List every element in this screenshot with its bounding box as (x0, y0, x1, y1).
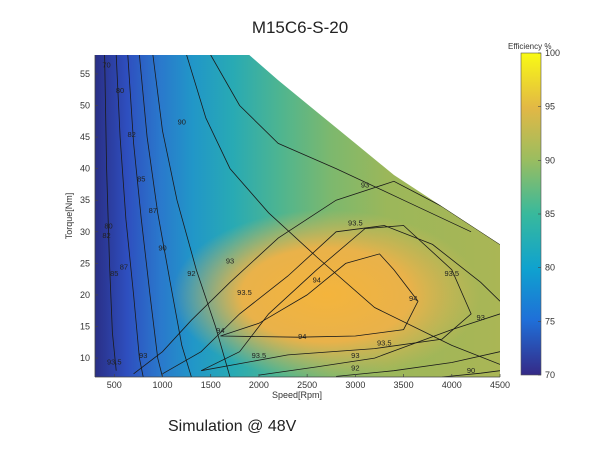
contour-line (133, 180, 500, 375)
contour-line (115, 55, 144, 377)
y-tick-label: 40 (80, 164, 90, 174)
colorbar-tick-label: 85 (545, 209, 555, 219)
x-tick-label: 2500 (297, 380, 317, 390)
contour-label: 93 (139, 351, 147, 360)
x-tick-label: 4000 (442, 380, 462, 390)
x-tick-label: 4500 (490, 380, 510, 390)
x-tick-label: 500 (107, 380, 122, 390)
y-tick-label: 35 (80, 195, 90, 205)
y-tick-label: 30 (80, 227, 90, 237)
contour-label: 93.5 (252, 351, 267, 360)
y-tick-label: 50 (80, 101, 90, 111)
contour-line (127, 55, 163, 377)
colorbar-tick-label: 75 (545, 316, 555, 326)
contour-label: 93.5 (237, 288, 252, 297)
contour-line (220, 253, 419, 338)
contour-label: 87 (120, 263, 128, 272)
contour-label: 93 (361, 181, 369, 190)
contour-line (210, 55, 472, 233)
y-tick-label: 20 (80, 290, 90, 300)
colorbar-tick-label: 80 (545, 263, 555, 273)
y-tick-label: 25 (80, 258, 90, 268)
contour-label: 93 (226, 256, 234, 265)
contour-label: 94 (216, 326, 224, 335)
contour-label: 93.5 (107, 357, 122, 366)
contour-line (139, 55, 192, 377)
contour-line (186, 55, 500, 365)
x-tick-label: 2000 (249, 380, 269, 390)
x-tick-label: 3500 (394, 380, 414, 390)
contour-label: 92 (187, 269, 195, 278)
contour-label: 93.5 (444, 269, 459, 278)
contour-label: 93 (477, 313, 485, 322)
contour-label: 93.5 (377, 338, 392, 347)
contour-label: 70 (102, 61, 110, 70)
contour-line (162, 225, 500, 375)
contour-line (104, 55, 117, 371)
x-axis-label: Speed[Rpm] (272, 390, 322, 400)
y-axis-label: Torque[Nm] (64, 193, 74, 240)
x-tick-label: 3000 (345, 380, 365, 390)
y-tick-label: 10 (80, 353, 90, 363)
contour-line (336, 351, 500, 377)
contour-label: 82 (127, 130, 135, 139)
contour-label: 94 (298, 332, 306, 341)
contour-label: 80 (116, 86, 124, 95)
contour-label: 90 (178, 117, 186, 126)
contour-line (258, 313, 500, 376)
colorbar-tick-label: 90 (545, 155, 555, 165)
colorbar-tick-label: 100 (545, 48, 560, 58)
colorbar-label: Efficiency % (508, 42, 551, 51)
caption: Simulation @ 48V (168, 418, 297, 435)
contour-label: 82 (102, 231, 110, 240)
y-tick-label: 45 (80, 132, 90, 142)
contour-label: 90 (158, 244, 166, 253)
contour-label: 92 (351, 364, 359, 373)
contour-label: 90 (467, 366, 475, 375)
contour-label: 94 (313, 275, 321, 284)
contour-label: 85 (110, 269, 118, 278)
colorbar-tick-label: 95 (545, 102, 555, 112)
contour-label: 85 (137, 174, 145, 183)
contour-label: 93.5 (348, 218, 363, 227)
x-tick-label: 1000 (152, 380, 172, 390)
x-tick-label: 1500 (201, 380, 221, 390)
contour-label: 93 (351, 351, 359, 360)
contour-line (442, 370, 500, 377)
y-tick-label: 55 (80, 69, 90, 79)
contour-label: 94 (409, 294, 417, 303)
y-tick-label: 15 (80, 321, 90, 331)
colorbar-tick-label: 70 (545, 370, 555, 380)
chart-title: M15C6-S-20 (251, 18, 349, 37)
contour-label: 80 (104, 222, 112, 231)
contour-label: 92 (380, 155, 388, 164)
contour-label: 87 (149, 206, 157, 215)
